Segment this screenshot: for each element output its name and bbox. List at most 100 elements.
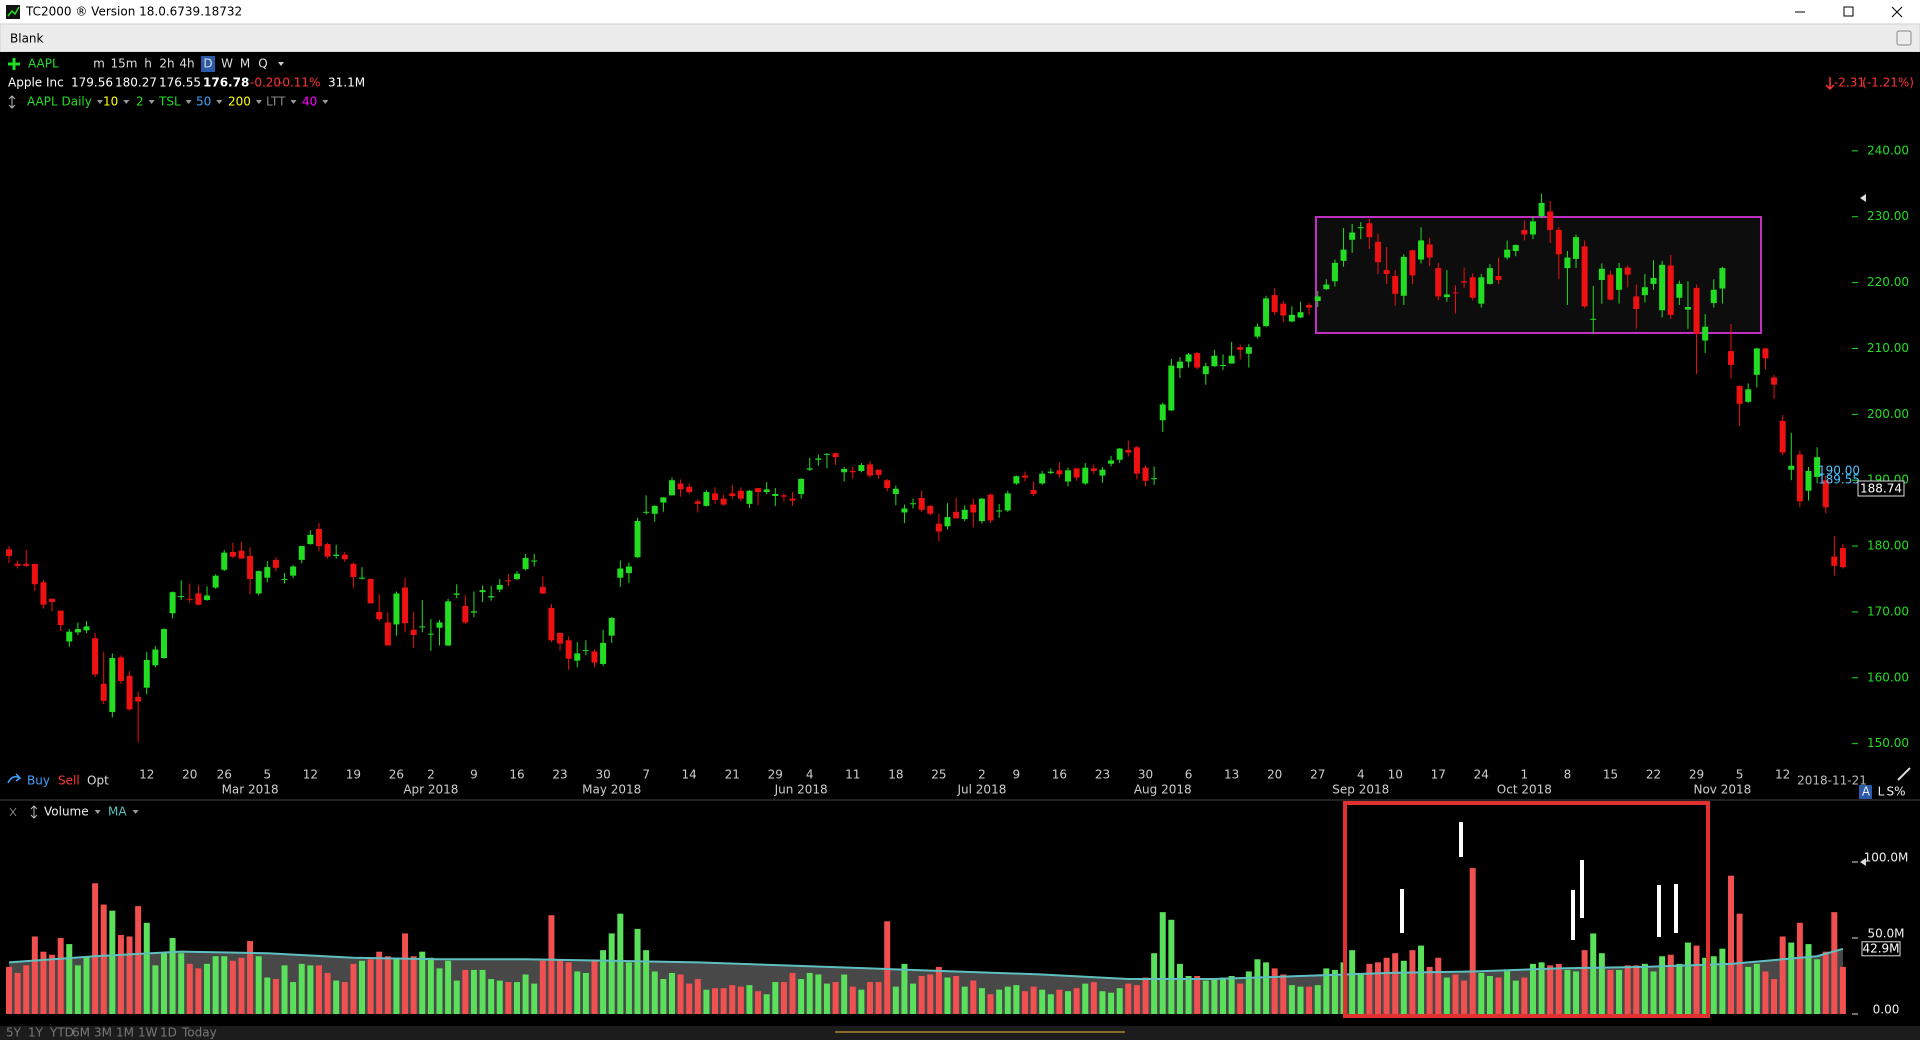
volume-bar (462, 969, 469, 1014)
volume-bar (789, 972, 796, 1014)
dropdown-arrow[interactable] (132, 810, 139, 814)
x-tick-label: 12 (1775, 768, 1790, 782)
range-button[interactable]: Today (181, 1026, 217, 1040)
volume-bar (1633, 965, 1640, 1014)
interval-button[interactable]: W (221, 57, 233, 71)
scale-button[interactable]: S% (1886, 785, 1905, 799)
candle-body (1323, 284, 1330, 290)
ma-label[interactable]: MA (108, 805, 127, 819)
candle-body (574, 653, 581, 661)
interval-button[interactable]: D (203, 57, 212, 71)
volume-bar (987, 994, 994, 1014)
volume-bar (1745, 966, 1752, 1014)
tab-label[interactable]: Blank (10, 32, 44, 46)
x-tick-label: 4 (806, 768, 814, 782)
range-button[interactable]: YTD (49, 1026, 74, 1040)
dropdown-arrow[interactable] (148, 100, 155, 104)
range-button[interactable]: 6M (72, 1026, 90, 1040)
quote-low: 176.55 (159, 76, 201, 90)
volume-bar (488, 979, 495, 1014)
dropdown-arrow[interactable] (290, 100, 297, 104)
trade-button[interactable]: Buy (27, 774, 50, 788)
tab-restore[interactable] (1896, 30, 1912, 46)
volume-bar (1547, 965, 1554, 1014)
x-tick-label: 21 (725, 768, 740, 782)
close-button[interactable] (1891, 6, 1903, 18)
candle-body (462, 605, 469, 623)
trade-button[interactable]: Sell (58, 774, 80, 788)
candle-body (625, 566, 632, 574)
interval-button[interactable]: 4h (179, 57, 194, 71)
dropdown-arrow[interactable] (185, 100, 192, 104)
dropdown-arrow[interactable] (278, 62, 284, 66)
indicator-label[interactable]: 40 (302, 95, 317, 109)
volume-bar (255, 956, 262, 1014)
close-panel-icon[interactable] (9, 807, 17, 817)
volume-bar (1495, 977, 1502, 1014)
candle-body (1228, 355, 1235, 364)
dropdown-arrow[interactable] (94, 810, 101, 814)
candle-body (83, 626, 90, 631)
volume-bar (341, 982, 348, 1014)
volume-bar (1202, 980, 1209, 1014)
interval-button[interactable]: 2h (159, 57, 174, 71)
volume-title[interactable]: Volume (44, 805, 89, 819)
candle-body (1194, 353, 1201, 368)
indicator-label[interactable]: AAPL Daily (27, 95, 92, 109)
volume-bar (1400, 960, 1407, 1014)
volume-bar (221, 956, 228, 1014)
range-button[interactable]: 5Y (6, 1026, 22, 1040)
dropdown-arrow[interactable] (96, 100, 103, 104)
trade-button[interactable]: Opt (87, 774, 109, 788)
candle-body (935, 523, 942, 532)
volume-bar (359, 960, 366, 1014)
indicator-label[interactable]: LTT (266, 95, 286, 109)
volume-bar (1426, 966, 1433, 1014)
volume-grip (30, 805, 38, 819)
range-button[interactable]: 1W (138, 1026, 158, 1040)
candle-body (910, 503, 917, 505)
indicator-label[interactable]: 2 (136, 95, 144, 109)
indicator-label[interactable]: 10 (103, 95, 118, 109)
indicator-label[interactable]: 50 (196, 95, 211, 109)
volume-bar (634, 928, 641, 1014)
dropdown-arrow[interactable] (216, 100, 223, 104)
add-icon[interactable] (8, 58, 20, 70)
interval-button[interactable]: m (93, 57, 105, 71)
volume-bar (1151, 953, 1158, 1014)
symbol[interactable]: AAPL (28, 57, 59, 71)
range-button[interactable]: 3M (94, 1026, 112, 1040)
range-button[interactable]: 1D (160, 1026, 177, 1040)
x-tick-label: 22 (1646, 768, 1661, 782)
candle-body (970, 504, 977, 513)
volume-bar (686, 983, 693, 1014)
candle-body (1125, 449, 1132, 453)
volume-bar (1039, 989, 1046, 1014)
dropdown-arrow[interactable] (322, 100, 329, 104)
candle-body (1220, 364, 1227, 366)
dropdown-arrow[interactable] (123, 100, 130, 104)
scale-button[interactable]: A (1862, 785, 1871, 799)
indicator-label[interactable]: TSL (158, 95, 181, 109)
volume-bar (212, 956, 219, 1014)
range-button[interactable]: 1Y (28, 1026, 44, 1040)
scale-button[interactable]: L (1878, 785, 1885, 799)
candle-body (367, 578, 374, 604)
candle-body (1047, 471, 1054, 473)
candle-body (1142, 467, 1149, 481)
candle-body (1633, 296, 1640, 309)
candle-body (763, 489, 770, 493)
volume-bar (479, 969, 486, 1014)
volume-bar (1237, 983, 1244, 1014)
interval-button[interactable]: M (240, 57, 250, 71)
interval-button[interactable]: h (144, 57, 152, 71)
volume-bar (1030, 986, 1037, 1014)
interval-button[interactable]: Q (258, 57, 267, 71)
interval-button[interactable]: 15m (111, 57, 138, 71)
dropdown-arrow[interactable] (255, 100, 262, 104)
candle-body (1624, 267, 1631, 275)
candle-body (591, 651, 598, 663)
indicator-label[interactable]: 200 (228, 95, 251, 109)
restore-button[interactable] (1843, 6, 1854, 17)
range-button[interactable]: 1M (116, 1026, 134, 1040)
